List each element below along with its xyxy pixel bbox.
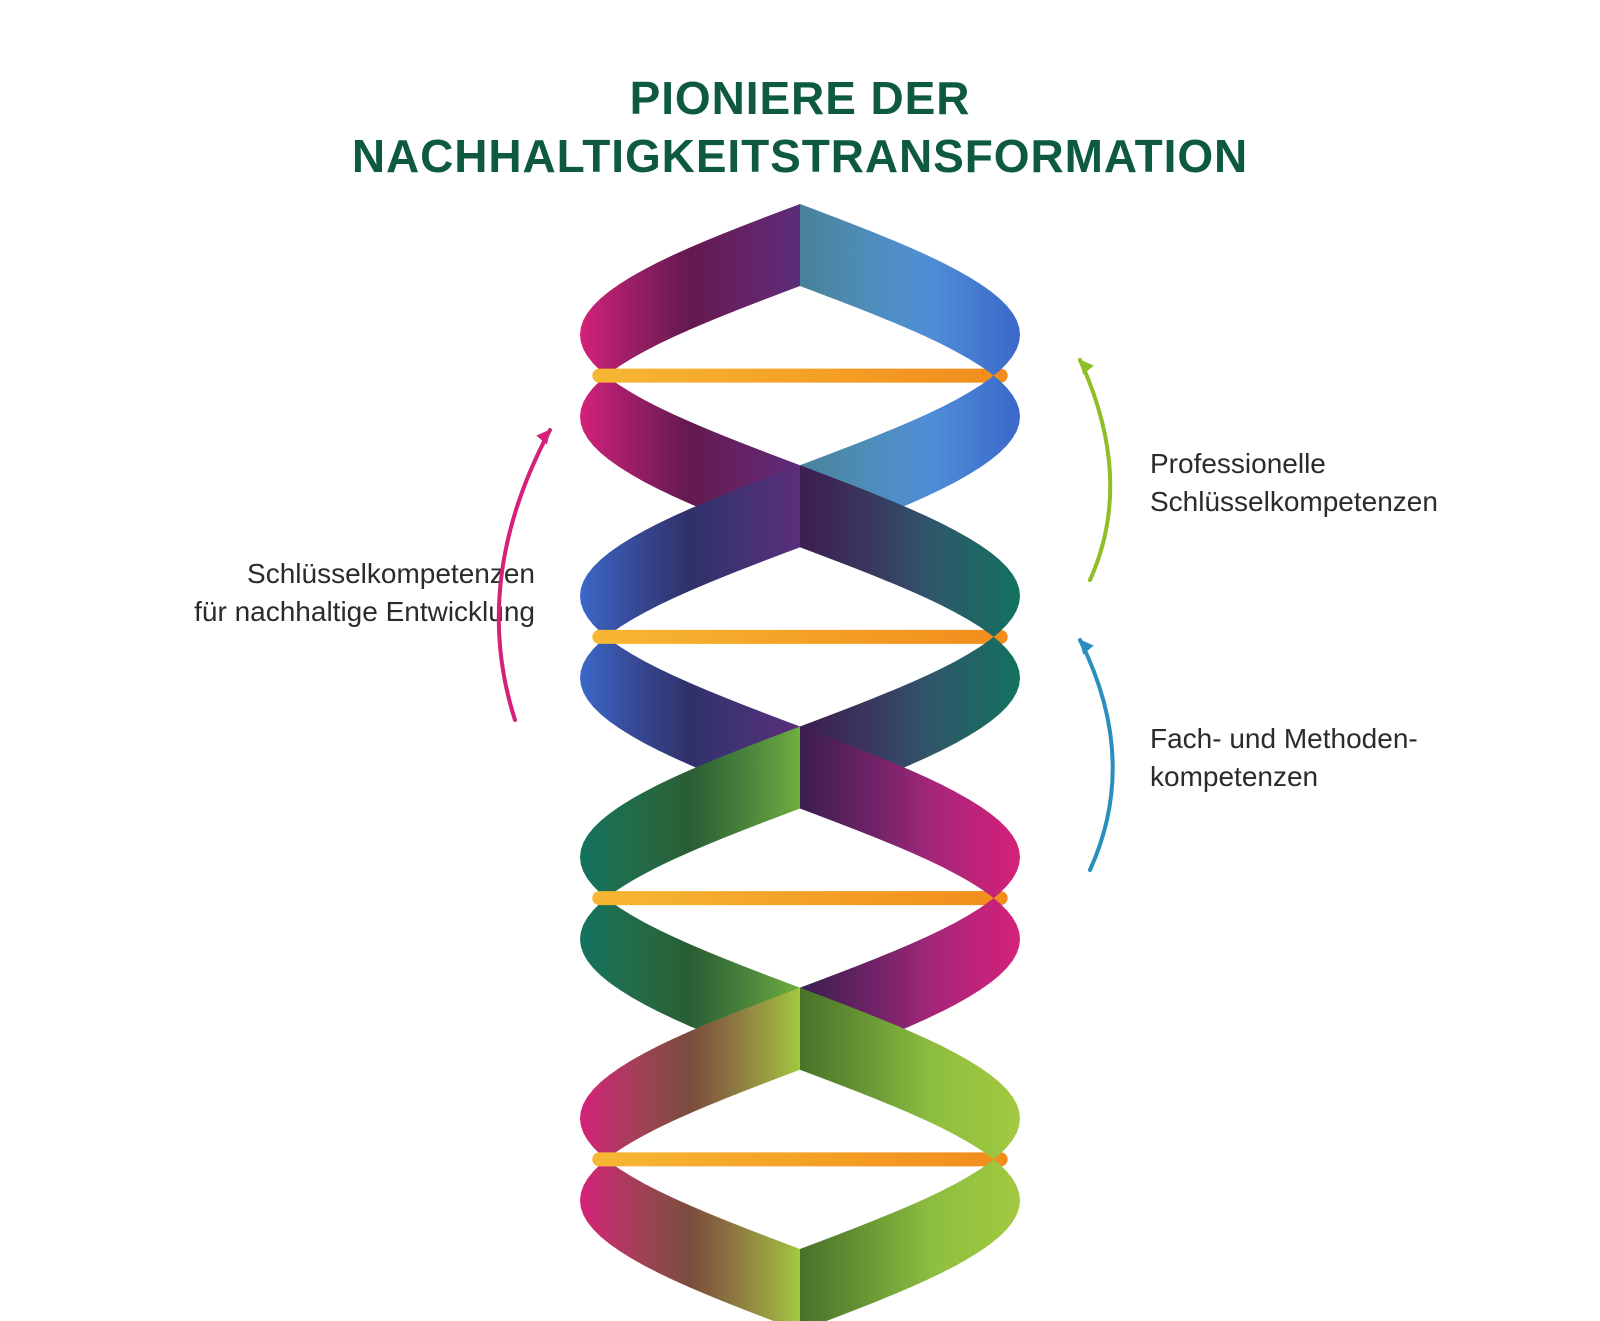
helix-diagram <box>0 0 1600 1321</box>
dna-helix <box>580 204 1020 1321</box>
